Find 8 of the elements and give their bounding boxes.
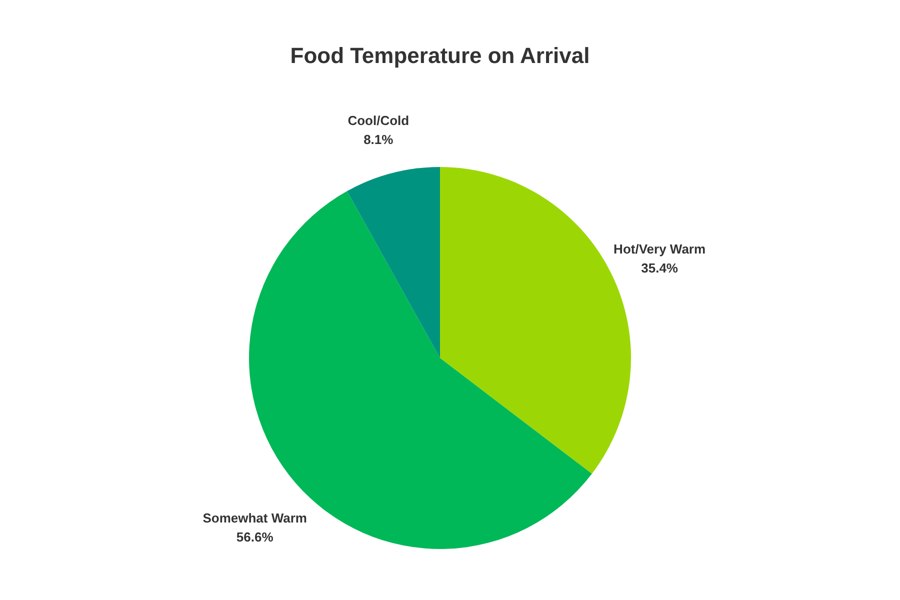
data-label: 35.4% xyxy=(641,260,678,276)
slice-label: Somewhat Warm xyxy=(202,510,307,526)
data-label: 56.6% xyxy=(236,529,274,544)
pie-slice xyxy=(347,167,440,358)
data-label: 8.1% xyxy=(364,132,394,147)
slice-label: Cool/Cold xyxy=(348,112,410,128)
chart-title: Food Temperature on Arrival xyxy=(290,43,590,68)
slice-label: Hot/Very Warm xyxy=(614,241,706,256)
